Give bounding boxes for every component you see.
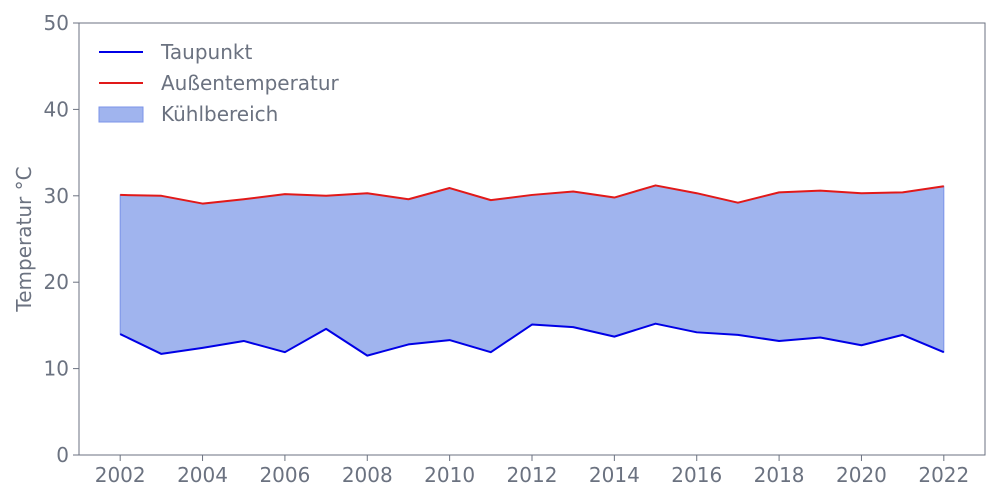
axes-layer: 2002 2004 2006 2008 2010 2012 2014 2016 2018 2020… [44,11,986,487]
x-tick-label: 2014 [589,463,640,487]
y-tick-label: 0 [56,443,69,467]
y-tick-label: 20 [44,270,69,294]
y-tick-label: 40 [44,97,69,121]
x-tick-label: 2006 [259,463,310,487]
series-line-au-entemperatur [120,184,944,205]
x-tick-label: 2018 [754,463,805,487]
legend-label: Taupunkt [160,40,252,64]
series-line-taupunkt [119,322,945,357]
x-tick-label: 2012 [507,463,558,487]
legend-label: Kühlbereich [161,102,278,126]
x-tick-label: 2022 [918,463,969,487]
y-tick-label: 50 [44,11,69,35]
y-tick-label: 30 [44,184,69,208]
x-tick-label: 2004 [177,463,228,487]
cooling-range-area [119,184,945,357]
y-axis-label: Temperatur °C [12,166,36,312]
x-tick-label: 2010 [424,463,475,487]
legend-swatch-cooling-range [98,106,144,123]
legend: Taupunkt Außentemperatur Kühlbereich [98,40,340,126]
plot-layer [119,184,945,357]
legend-label: Außentemperatur [161,71,340,95]
y-tick-label: 10 [44,357,69,381]
x-tick-label: 2002 [95,463,146,487]
x-tick-label: 2008 [342,463,393,487]
x-tick-label: 2016 [671,463,722,487]
x-tick-label: 2020 [836,463,887,487]
